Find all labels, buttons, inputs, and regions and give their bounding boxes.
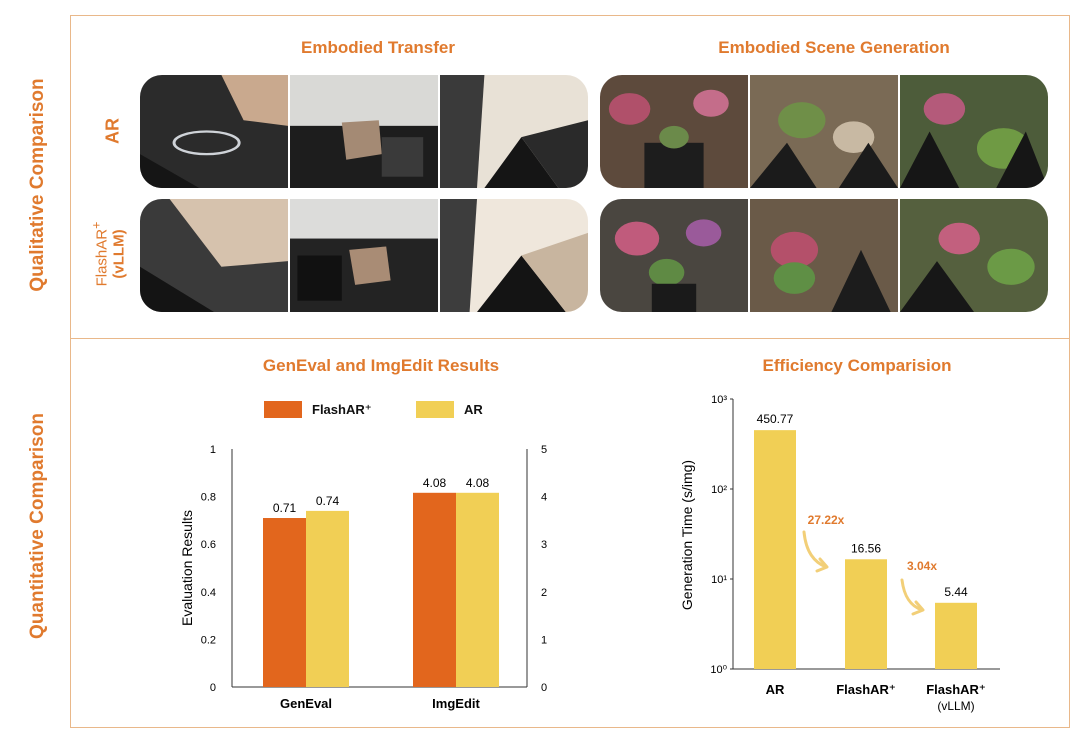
legend-swatch-flashar bbox=[264, 401, 302, 418]
quantitative-side-label: Quantitative Comparison bbox=[27, 413, 48, 639]
flashar-transfer-image-2 bbox=[290, 199, 438, 312]
ar-transfer-image-3 bbox=[440, 75, 588, 188]
row-label-vllm: (vLLM) bbox=[110, 229, 128, 279]
row-label-flashar: FlashAR bbox=[93, 228, 111, 287]
legend-label-flashar: FlashAR⁺ bbox=[312, 401, 372, 417]
legend-item-flashar: FlashAR⁺ bbox=[264, 401, 372, 418]
ar-scene-image-3 bbox=[900, 75, 1048, 188]
ar-scene-image-1 bbox=[600, 75, 748, 188]
embodied-scene-generation-title: Embodied Scene Generation bbox=[718, 38, 950, 57]
ar-scene-generation-strip bbox=[600, 75, 1048, 188]
legend-swatch-ar bbox=[416, 401, 454, 418]
geneval-imgedit-title: GenEval and ImgEdit Results bbox=[262, 356, 500, 375]
flashar-transfer-image-3 bbox=[440, 199, 588, 312]
qualitative-frame bbox=[70, 15, 1070, 338]
ar-embodied-transfer-strip bbox=[140, 75, 588, 188]
row-label-flashar-sup: + bbox=[89, 221, 104, 229]
ar-transfer-image-1 bbox=[140, 75, 288, 188]
ar-scene-image-2 bbox=[750, 75, 898, 188]
ar-transfer-image-2 bbox=[290, 75, 438, 188]
flashar-transfer-image-1 bbox=[140, 199, 288, 312]
quantitative-frame bbox=[70, 338, 1070, 728]
row-label-flashar-vllm: FlashAR+ (vLLM) bbox=[89, 222, 128, 287]
legend-label-ar: AR bbox=[464, 402, 483, 417]
flashar-embodied-transfer-strip bbox=[140, 199, 588, 312]
efficiency-title: Efficiency Comparision bbox=[762, 356, 952, 375]
flashar-scene-generation-strip bbox=[600, 199, 1048, 312]
row-label-ar: AR bbox=[102, 118, 123, 144]
flashar-scene-image-3 bbox=[900, 199, 1048, 312]
legend-item-ar: AR bbox=[416, 401, 483, 418]
flashar-scene-image-2 bbox=[750, 199, 898, 312]
embodied-transfer-title: Embodied Transfer bbox=[301, 38, 455, 57]
flashar-scene-image-1 bbox=[600, 199, 748, 312]
qualitative-side-label: Qualitative Comparison bbox=[27, 78, 48, 292]
